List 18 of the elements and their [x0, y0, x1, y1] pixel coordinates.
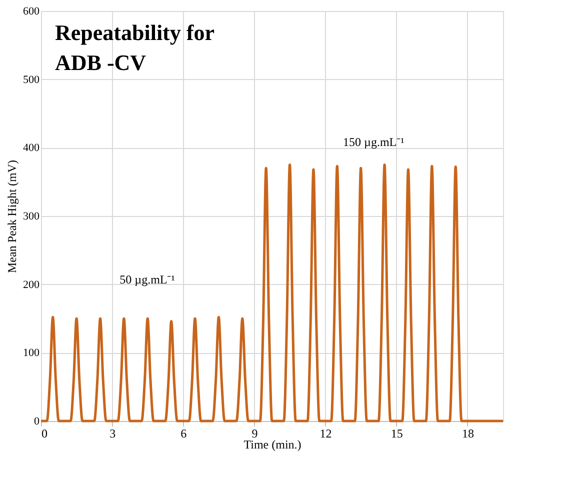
text: Repeatability for ADB -CV [55, 20, 215, 75]
x-tick-label: 18 [462, 426, 474, 440]
y-tick-label: 500 [23, 74, 40, 86]
x-tick-label: 15 [390, 426, 403, 440]
x-tick-label: 3 [110, 426, 116, 440]
y-tick-label: 300 [23, 210, 40, 222]
y-tick-label: 100 [23, 347, 40, 360]
annotation: 150 µg.mL⁻¹ [343, 135, 405, 150]
annotation: 50 µg.mL⁻¹ [120, 272, 176, 287]
y-axis-title: Mean Peak Hight (mV) [5, 160, 19, 273]
y-tick-label: 600 [23, 6, 40, 18]
x-axis-title: Time (min.) [244, 438, 302, 452]
y-tick-label: 200 [23, 278, 40, 291]
x-tick-label: 9 [252, 426, 258, 440]
x-tick-label: 12 [320, 426, 332, 440]
y-tick-label: 0 [34, 416, 40, 428]
x-tick-label: 6 [180, 426, 187, 440]
y-tick-label: 400 [23, 142, 40, 154]
